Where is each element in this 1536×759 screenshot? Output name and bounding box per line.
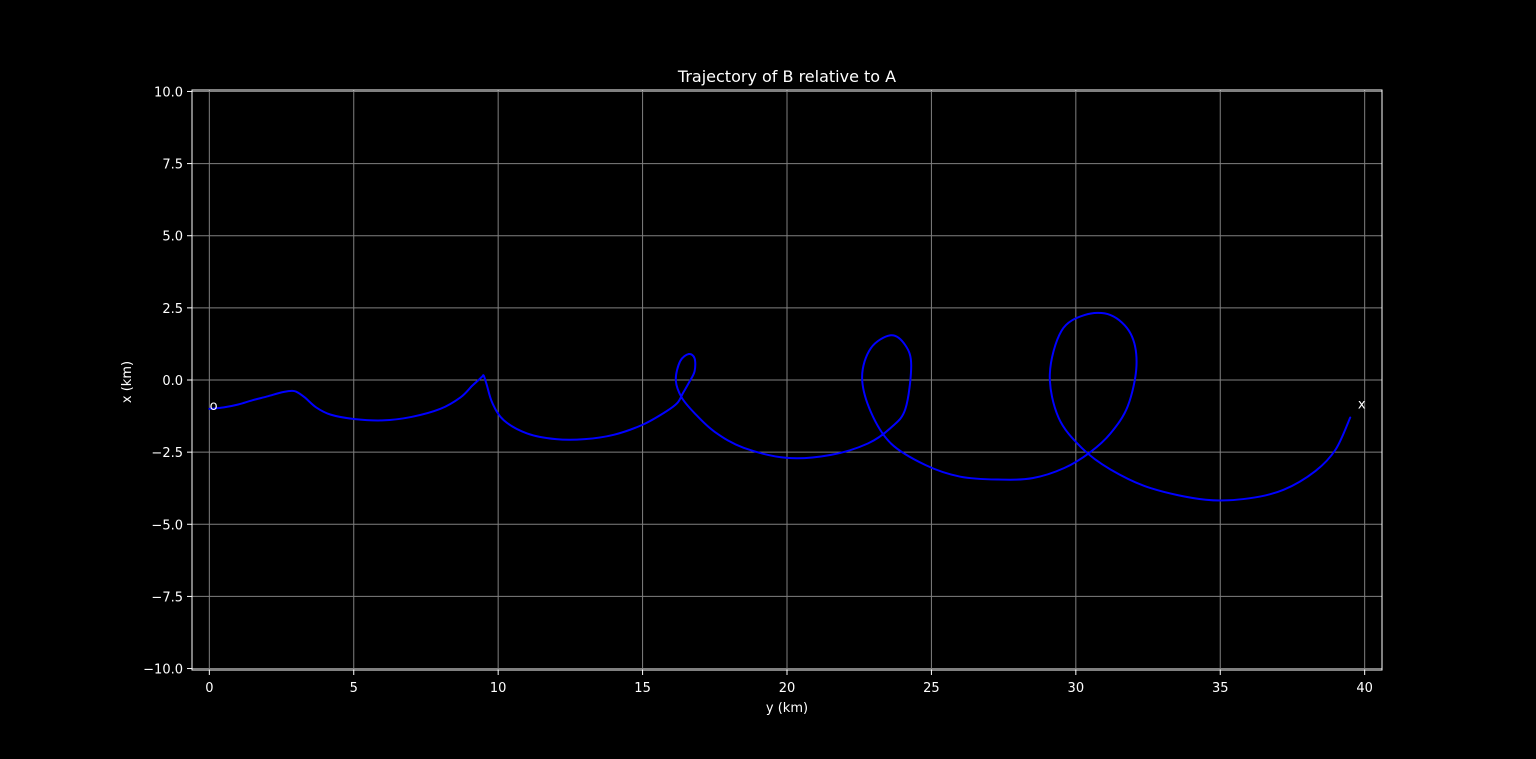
x-tick-label: 30: [1068, 681, 1085, 696]
y-tick-label: 10.0: [154, 85, 183, 100]
y-tick-label: 0.0: [162, 374, 183, 389]
chart-title: Trajectory of B relative to A: [677, 67, 896, 86]
y-tick-label: 5.0: [162, 230, 183, 245]
y-axis-label: x (km): [120, 361, 135, 403]
ticks: 0 5 10 15 20 25 30 35 40 −10.0 −7.5 −5.0 −2.5 0.0 2.5 5…: [143, 85, 1373, 696]
x-axis-label: y (km): [766, 701, 808, 716]
grid: [192, 90, 1382, 670]
end-marker-label: x: [1358, 398, 1366, 413]
trajectory-line: [208, 311, 1352, 502]
series-layer: [208, 311, 1352, 502]
x-tick-label: 5: [350, 681, 358, 696]
x-tick-label: 0: [205, 681, 213, 696]
start-marker-label: o: [210, 399, 218, 414]
y-tick-label: −5.0: [151, 518, 183, 533]
y-tick-label: 2.5: [162, 302, 183, 317]
y-tick-label: 7.5: [162, 158, 183, 173]
x-tick-label: 25: [923, 681, 940, 696]
y-tick-label: −10.0: [143, 663, 183, 678]
y-tick-label: −7.5: [151, 590, 183, 605]
y-tick-label: −2.5: [151, 446, 183, 461]
x-tick-label: 20: [779, 681, 796, 696]
x-tick-label: 35: [1212, 681, 1229, 696]
x-tick-label: 15: [634, 681, 651, 696]
x-tick-label: 10: [490, 681, 507, 696]
x-tick-label: 40: [1356, 681, 1373, 696]
